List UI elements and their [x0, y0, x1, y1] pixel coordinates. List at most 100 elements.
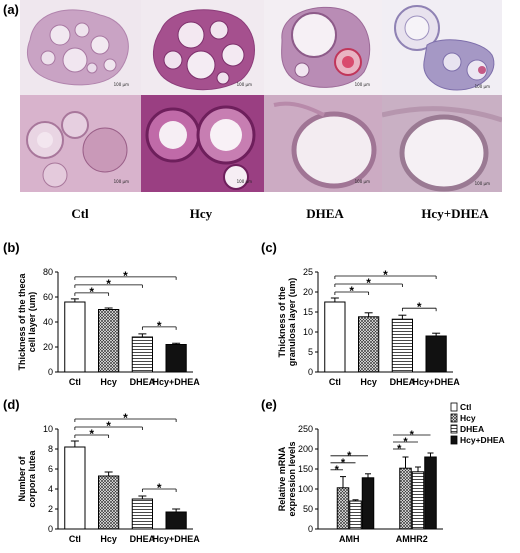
c-bar-0 — [324, 301, 346, 373]
chart-d: 0 2 4 6 8 10 Number ofcorpora lutea Ctl Hcy DHEAH… — [17, 411, 200, 544]
e-legend-label-1: Hcy — [460, 413, 476, 423]
b-ytick-label-4: 80 — [43, 267, 53, 277]
chart-b: 0 20 40 60 80 Thickness of the thecacell laye… — [17, 267, 200, 387]
b-xtick-label-2: DHEA — [130, 377, 156, 387]
d-bar-0 — [64, 446, 86, 530]
d-bar-3 — [165, 511, 187, 530]
b-sig-star-3: * — [157, 319, 162, 333]
group-label-dhea: DHEA — [306, 206, 344, 221]
d-ytick-label-0: 0 — [48, 524, 53, 534]
scale-label-top-3: 100 μm — [354, 82, 370, 87]
scale-label-top-2: 100 μm — [236, 82, 252, 87]
e-legend-swatch-0 — [450, 402, 458, 412]
d-xtick-label-2: DHEA — [130, 534, 156, 544]
c-ytick-label-2: 10 — [303, 327, 313, 337]
micrograph-ctl-high: 100 μm — [20, 95, 141, 192]
panel-d-letter: (d) — [3, 397, 20, 412]
micrograph-ctl-low: 100 μm — [20, 0, 141, 95]
scale-label-top-1: 100 μm — [113, 82, 129, 87]
c-bar-3 — [425, 335, 447, 373]
micrograph-hcy-high: 100 μm — [141, 95, 264, 192]
b-bar-3 — [165, 344, 187, 373]
c-ytick-label-0: 0 — [308, 367, 313, 377]
e-xtick-label-1: AMHR2 — [396, 534, 428, 544]
d-bar-2 — [131, 498, 153, 530]
scale-label-bottom-3: 100 μm — [354, 179, 370, 184]
group-label-hcy-dhea: Hcy+DHEA — [421, 206, 489, 221]
b-sig-star-0: * — [89, 285, 94, 299]
b-ytick-label-3: 60 — [43, 292, 53, 302]
e-bar-1-3 — [424, 456, 437, 530]
c-xtick-label-3: Hcy+DHEA — [412, 377, 460, 387]
d-ytick-label-4: 8 — [48, 444, 53, 454]
c-ytick-label-4: 20 — [303, 287, 313, 297]
e-sig-star-2: * — [347, 450, 352, 462]
c-xtick-label-1: Hcy — [360, 377, 377, 387]
e-ytick-label-2: 100 — [298, 484, 313, 494]
b-sig-star-1: * — [106, 277, 111, 291]
chart-c: 0 5 10 15 20 25 Thickness of thegranulosa laye… — [277, 267, 460, 387]
scale-label-bottom-4: 100 μm — [474, 181, 490, 186]
e-legend-swatch-1 — [450, 413, 458, 423]
d-sig-star-2: * — [123, 411, 128, 425]
panel-c-letter: (c) — [261, 240, 277, 255]
b-ylabel: Thickness of the thecacell layer (um) — [17, 272, 37, 370]
d-ytick-label-3: 6 — [48, 464, 53, 474]
group-label-ctl: Ctl — [71, 206, 89, 221]
d-sig-star-0: * — [89, 427, 94, 441]
e-ytick-label-0: 0 — [308, 524, 313, 534]
e-ytick-label-4: 200 — [298, 444, 313, 454]
scale-label-bottom-1: 100 μm — [113, 179, 129, 184]
c-ytick-label-5: 25 — [303, 267, 313, 277]
e-ylabel: Relative mRNAexpression levels — [277, 441, 297, 516]
e-sig-star-1: * — [341, 457, 346, 469]
c-ytick-label-1: 5 — [308, 347, 313, 357]
e-sig-star-0: * — [335, 464, 340, 476]
c-bar-2 — [391, 318, 413, 373]
d-xtick-label-0: Ctl — [69, 534, 81, 544]
panel-b-letter: (b) — [3, 240, 20, 255]
micrograph-hcy-dhea-low: 100 μm — [382, 0, 502, 95]
b-ytick-label-1: 20 — [43, 342, 53, 352]
panel-e-letter: (e) — [261, 397, 277, 412]
e-ytick-label-3: 150 — [298, 464, 313, 474]
e-legend-label-2: DHEA — [460, 424, 484, 434]
e-bar-1-1 — [399, 467, 412, 530]
e-bar-1-2 — [411, 471, 425, 530]
c-ytick-label-3: 15 — [303, 307, 313, 317]
c-xtick-label-0: Ctl — [329, 377, 341, 387]
c-ylabel: Thickness of thegranulosa layer (um) — [277, 278, 297, 367]
d-ytick-label-1: 2 — [48, 504, 53, 514]
e-legend-swatch-3 — [450, 435, 458, 445]
c-sig-star-1: * — [366, 276, 371, 290]
b-bar-0 — [64, 301, 86, 373]
e-bar-0-1 — [336, 487, 350, 530]
e-xtick-label-0: AMH — [339, 534, 360, 544]
e-bar-0-2 — [349, 500, 362, 530]
d-xtick-label-1: Hcy — [100, 534, 117, 544]
d-sig-star-1: * — [106, 419, 111, 433]
e-sig-star-5: * — [410, 429, 415, 441]
d-bar-1 — [98, 475, 120, 530]
micrograph-hcy-dhea-high: 100 μm — [382, 95, 502, 192]
d-ylabel: Number ofcorpora lutea — [17, 449, 37, 507]
e-bar-0-3 — [361, 477, 375, 530]
scale-label-top-4: 100 μm — [474, 84, 490, 89]
d-ytick-label-2: 4 — [48, 484, 53, 494]
c-sig-star-3: * — [417, 300, 422, 314]
c-xtick-label-2: DHEA — [390, 377, 416, 387]
c-sig-star-2: * — [383, 268, 388, 282]
b-ytick-label-0: 0 — [48, 367, 53, 377]
b-bar-2 — [131, 336, 153, 373]
micrograph-hcy-low: 100 μm — [141, 0, 264, 95]
b-bar-1 — [98, 309, 120, 373]
e-legend-label-3: Hcy+DHEA — [460, 435, 505, 445]
micrograph-dhea-high: 100 μm — [264, 95, 382, 192]
d-sig-star-3: * — [157, 481, 162, 495]
e-legend-label-0: Ctl — [460, 402, 471, 412]
e-sig-star-3: * — [397, 443, 402, 455]
b-ytick-label-2: 40 — [43, 317, 53, 327]
c-sig-star-0: * — [349, 284, 354, 298]
panel-a-letter: (a) — [3, 2, 19, 17]
